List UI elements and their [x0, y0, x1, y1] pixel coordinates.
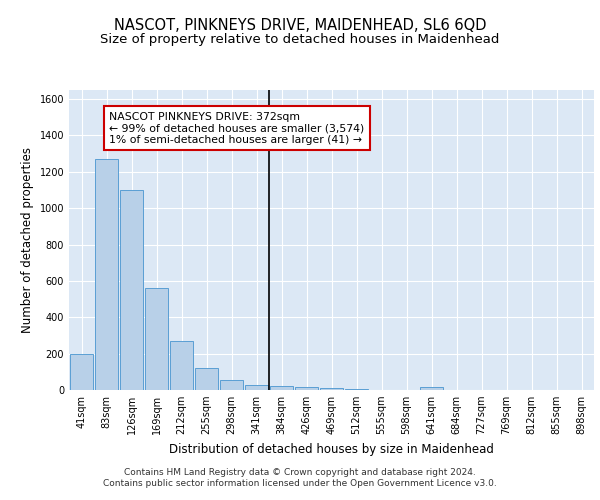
- Bar: [120, 190, 143, 390]
- Bar: [270, 386, 293, 390]
- Text: NASCOT PINKNEYS DRIVE: 372sqm
← 99% of detached houses are smaller (3,574)
1% of: NASCOT PINKNEYS DRIVE: 372sqm ← 99% of d…: [109, 112, 364, 145]
- Text: NASCOT, PINKNEYS DRIVE, MAIDENHEAD, SL6 6QD: NASCOT, PINKNEYS DRIVE, MAIDENHEAD, SL6 …: [114, 18, 486, 32]
- Bar: [420, 388, 443, 390]
- Bar: [295, 388, 318, 390]
- Text: Size of property relative to detached houses in Maidenhead: Size of property relative to detached ho…: [100, 32, 500, 46]
- Y-axis label: Number of detached properties: Number of detached properties: [21, 147, 34, 333]
- Bar: [195, 368, 218, 390]
- Bar: [95, 159, 118, 390]
- Bar: [70, 354, 93, 390]
- Bar: [220, 380, 243, 390]
- Bar: [320, 388, 343, 390]
- Text: Contains HM Land Registry data © Crown copyright and database right 2024.
Contai: Contains HM Land Registry data © Crown c…: [103, 468, 497, 487]
- Bar: [145, 288, 168, 390]
- X-axis label: Distribution of detached houses by size in Maidenhead: Distribution of detached houses by size …: [169, 442, 494, 456]
- Bar: [170, 341, 193, 390]
- Bar: [345, 389, 368, 390]
- Bar: [245, 384, 268, 390]
